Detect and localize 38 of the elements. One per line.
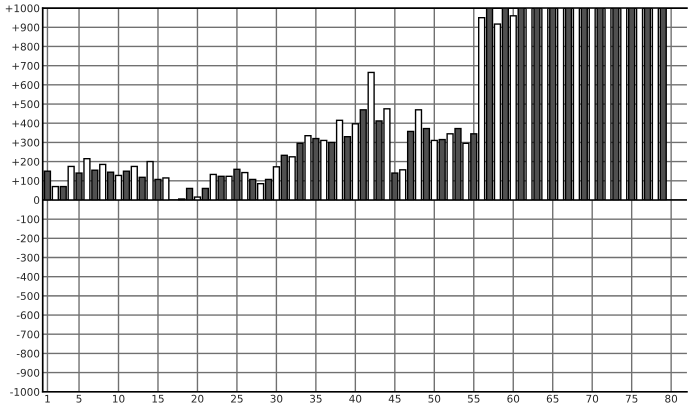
- x-tick-label: 45: [388, 394, 401, 403]
- x-tick-label: 1: [45, 394, 50, 402]
- x-tick-label: 80: [665, 394, 678, 403]
- y-tick-label: +800: [12, 42, 40, 51]
- y-tick-label: -700: [16, 330, 40, 338]
- y-tick-label: +400: [12, 119, 40, 128]
- x-tick-label: 20: [192, 394, 204, 403]
- x-tick-label: 30: [270, 394, 282, 403]
- x-tick-label: 35: [310, 394, 322, 403]
- x-tick-label: 75: [626, 394, 638, 403]
- y-tick-label: -500: [16, 292, 40, 300]
- x-tick-label: 25: [231, 394, 243, 403]
- y-tick-label: +600: [12, 81, 40, 89]
- x-tick-label: 40: [349, 394, 362, 403]
- y-tick-label: +700: [12, 62, 40, 70]
- y-tick-label: -1000: [10, 388, 40, 396]
- y-tick-label: 0: [34, 196, 40, 204]
- y-tick-label: -300: [16, 254, 40, 262]
- x-tick-label: 15: [152, 394, 164, 403]
- y-tick-label: -800: [16, 350, 40, 358]
- y-tick-label: +100: [12, 177, 40, 185]
- y-tick-label: -900: [16, 368, 40, 377]
- y-tick-label: +900: [12, 24, 40, 32]
- y-tick-label: +300: [12, 138, 40, 147]
- y-tick-label: +200: [12, 158, 40, 166]
- y-tick-label: -200: [16, 234, 40, 242]
- y-tick-label: +1000: [6, 4, 40, 12]
- y-tick-label: -100: [16, 215, 40, 224]
- y-tick-label: +500: [12, 100, 40, 108]
- x-tick-label: 60: [507, 394, 520, 403]
- y-tick-label: -400: [16, 272, 40, 281]
- x-tick-label: 5: [76, 394, 82, 403]
- y-tick-label: -600: [16, 311, 40, 320]
- x-tick-label: 65: [546, 394, 558, 403]
- x-tick-label: 55: [468, 394, 480, 403]
- x-tick-label: 70: [586, 394, 598, 403]
- x-tick-label: 50: [428, 394, 440, 403]
- x-tick-label: 10: [113, 394, 124, 403]
